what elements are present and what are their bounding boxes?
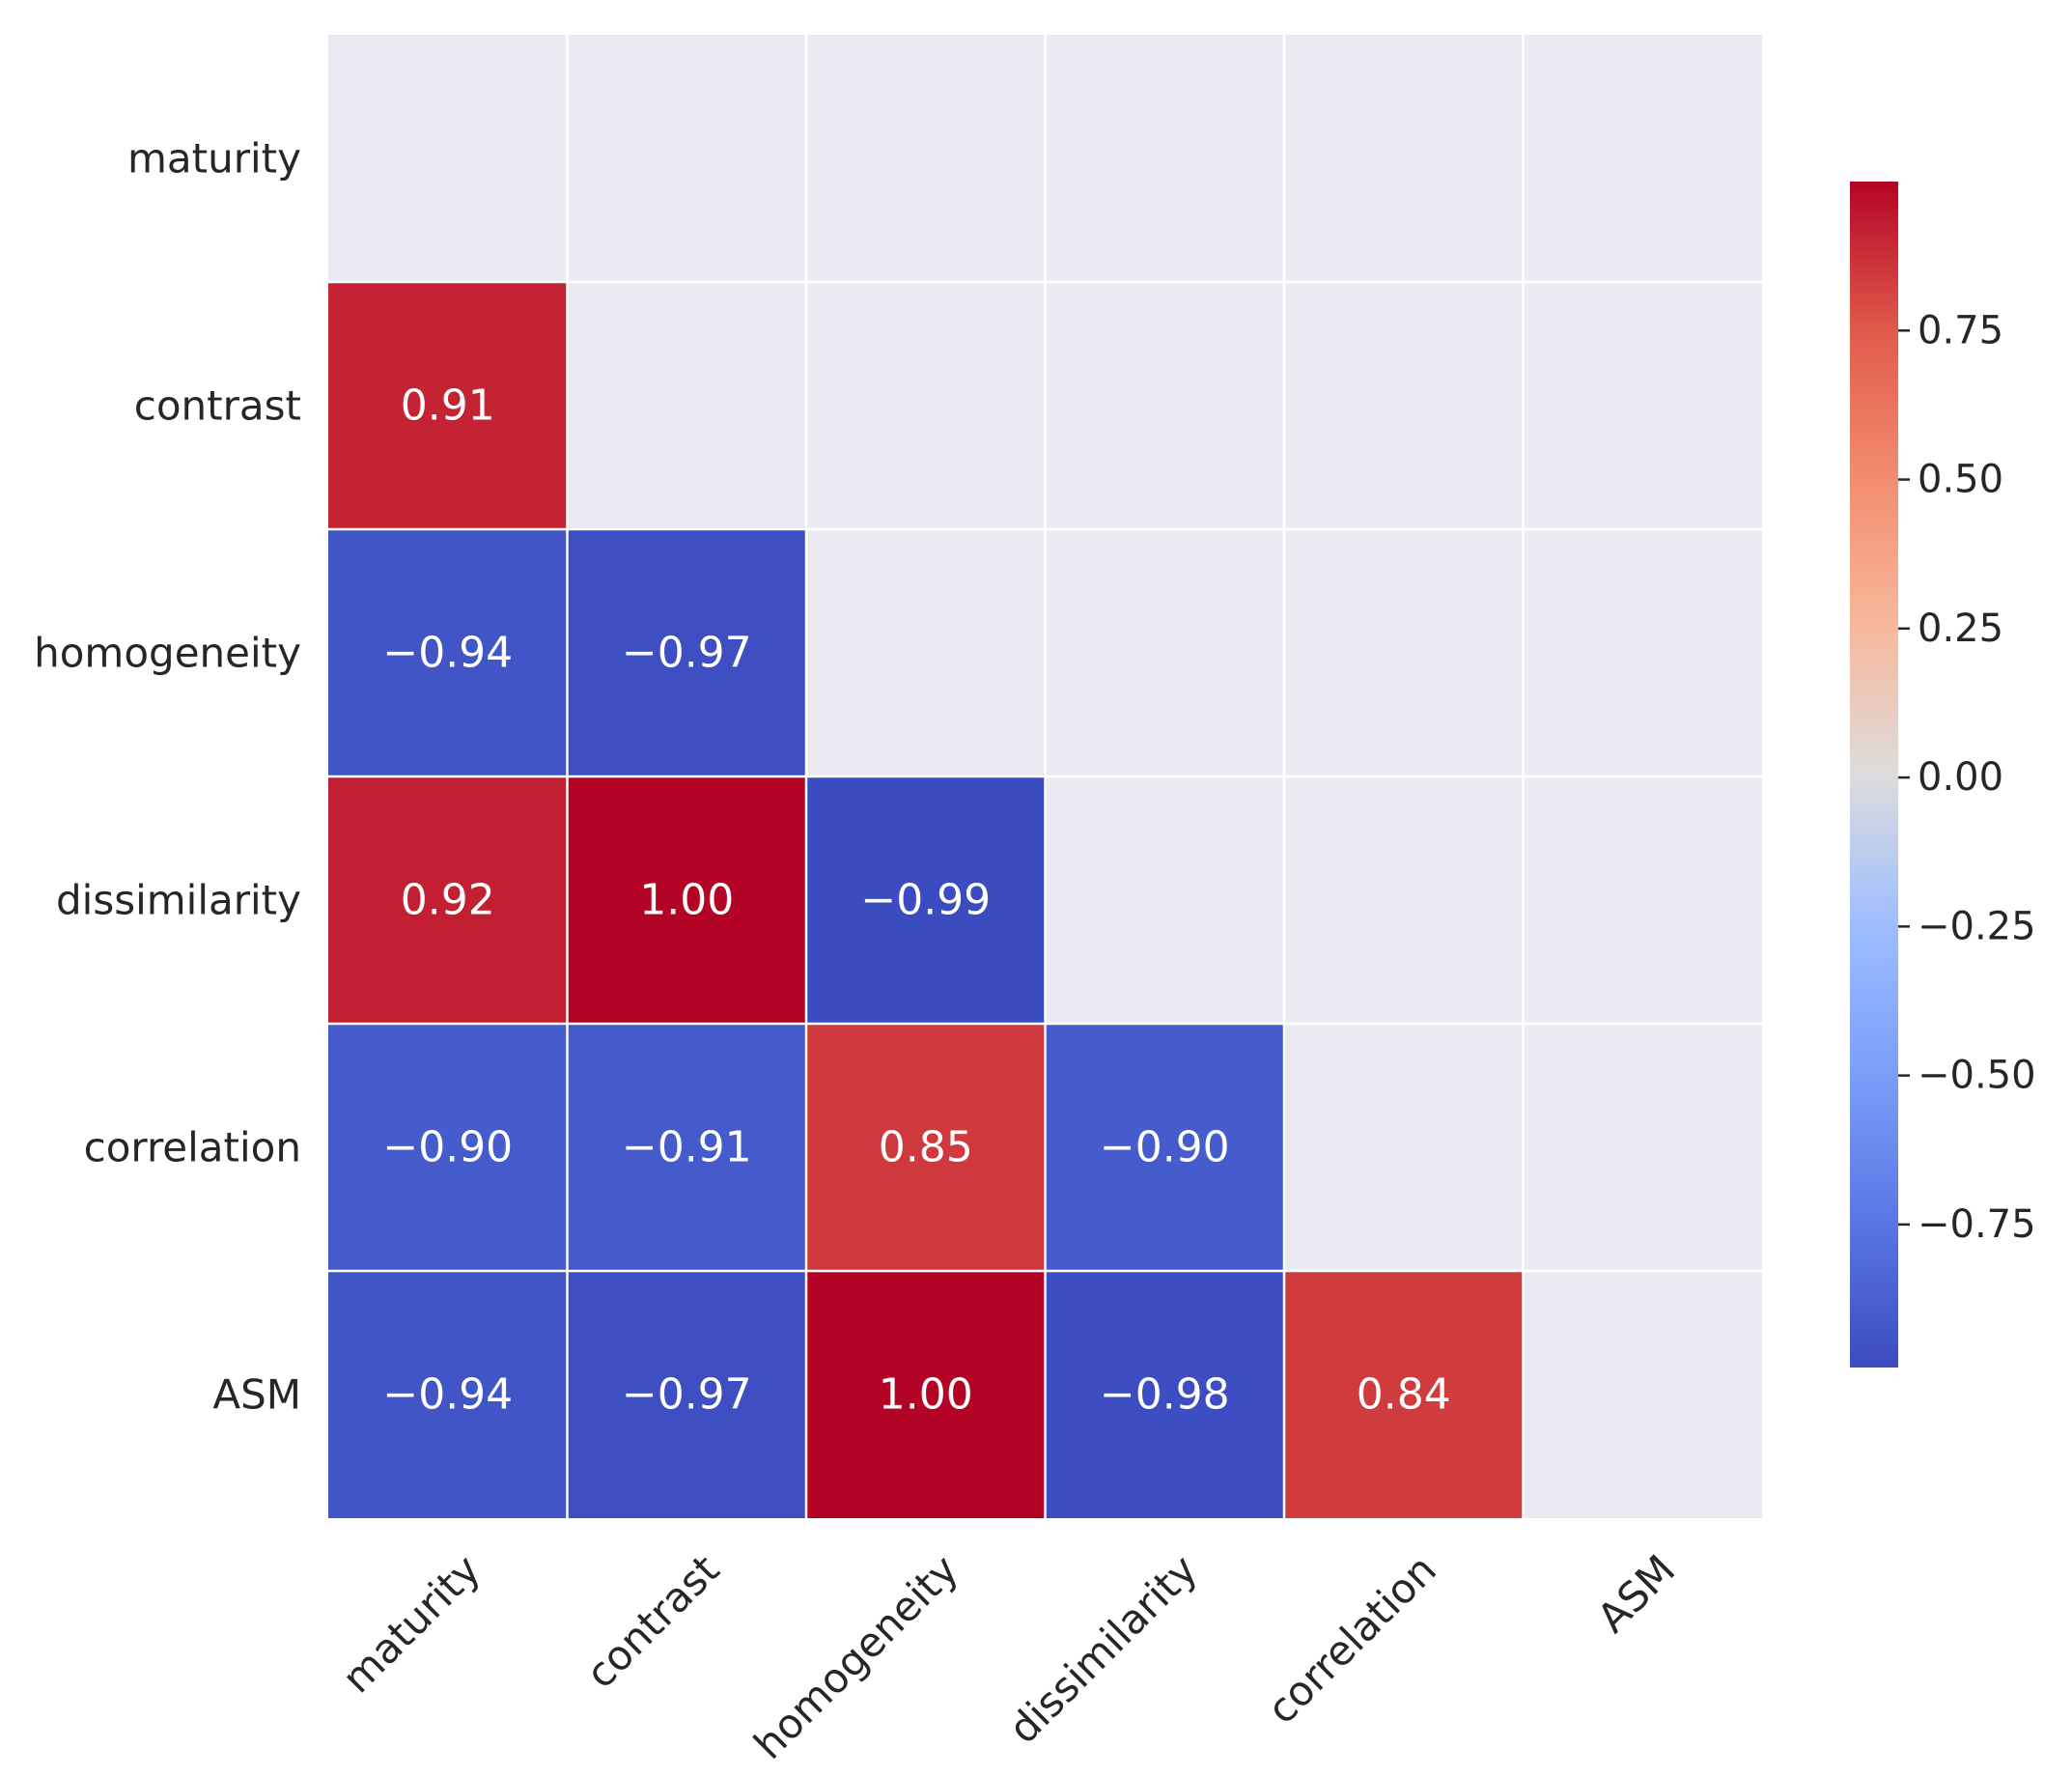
y-tick-label-maturity: maturity: [127, 135, 301, 183]
cell-value-label: 0.85: [879, 1123, 973, 1172]
heatmap-cell-correlation-maturity: [328, 1024, 568, 1271]
cell-value-label: 0.92: [401, 876, 495, 925]
heatmap-annotations: 0.91 −0.94 −0.97 0.92 1.00 −0.99 −0.90 −0.91 0.8…: [382, 381, 1450, 1420]
heatmap-grid: [328, 35, 1762, 1518]
heatmap-cell-ASM-homogeneity: [806, 1271, 1046, 1518]
cell-value-label: −0.98: [1100, 1370, 1230, 1420]
y-axis-tick-labels: maturity contrast homogeneity dissimilarity…: [34, 135, 301, 1419]
cell-value-label: −0.99: [860, 876, 991, 925]
colorbar-tick-label: −0.75: [1918, 1202, 2036, 1247]
colorbar-tick-label: 0.25: [1918, 606, 2003, 651]
colorbar-tick-label: 0.00: [1918, 755, 2003, 800]
heatmap-cell-ASM-correlation: [1284, 1271, 1524, 1518]
heatmap-cell-contrast-maturity: [328, 282, 568, 529]
cell-value-label: 0.91: [401, 381, 495, 431]
heatmap-cell-ASM-contrast: [567, 1271, 806, 1518]
heatmap-cell-homogeneity-contrast: [567, 529, 806, 776]
cell-value-label: −0.97: [622, 1370, 752, 1420]
cell-value-label: −0.94: [382, 629, 513, 678]
x-tick-label-asm: ASM: [1588, 1545, 1684, 1641]
colorbar-gradient: [1850, 182, 1898, 1368]
heatmap-cell-dissimilarity-contrast: [567, 776, 806, 1024]
heatmap-cell-correlation-dissimilarity: [1045, 1024, 1284, 1271]
heatmap-cells: [328, 282, 1524, 1518]
cell-value-label: 0.84: [1357, 1370, 1451, 1420]
colorbar: 0.75 0.50 0.25 0.00 −0.25 −0.50 −0.75: [1850, 182, 2036, 1368]
cell-value-label: 1.00: [879, 1370, 973, 1420]
x-tick-label-dissimilarity: dissimilarity: [999, 1545, 1206, 1752]
heatmap-cell-dissimilarity-maturity: [328, 776, 568, 1024]
y-tick-label-correlation: correlation: [84, 1124, 301, 1171]
cell-value-label: −0.97: [622, 629, 752, 678]
heatmap-cell-homogeneity-maturity: [328, 529, 568, 776]
heatmap-cell-dissimilarity-homogeneity: [806, 776, 1046, 1024]
colorbar-tick-label: 0.75: [1918, 308, 2003, 353]
heatmap-cell-ASM-dissimilarity: [1045, 1271, 1284, 1518]
heatmap-cell-correlation-homogeneity: [806, 1024, 1046, 1271]
colorbar-tick-label: 0.50: [1918, 458, 2003, 502]
x-tick-label-homogeneity: homogeneity: [744, 1545, 966, 1767]
x-tick-label-contrast: contrast: [576, 1545, 728, 1697]
colorbar-tick-label: −0.50: [1918, 1054, 2036, 1098]
y-tick-label-asm: ASM: [212, 1371, 301, 1419]
x-tick-label-maturity: maturity: [333, 1545, 490, 1702]
x-axis-tick-labels: maturity contrast homogeneity dissimilarity…: [333, 1545, 1684, 1767]
cell-value-label: −0.90: [382, 1123, 513, 1172]
y-tick-label-homogeneity: homogeneity: [34, 630, 301, 677]
heatmap-cell-ASM-maturity: [328, 1271, 568, 1518]
y-tick-label-dissimilarity: dissimilarity: [56, 877, 301, 924]
y-tick-label-contrast: contrast: [134, 382, 301, 430]
x-tick-label-correlation: correlation: [1258, 1545, 1445, 1733]
heatmap-cell-correlation-contrast: [567, 1024, 806, 1271]
cell-value-label: −0.91: [622, 1123, 752, 1172]
cell-value-label: 1.00: [639, 876, 734, 925]
cell-value-label: −0.90: [1100, 1123, 1230, 1172]
cell-value-label: −0.94: [382, 1370, 513, 1420]
colorbar-tick-label: −0.25: [1918, 904, 2036, 948]
